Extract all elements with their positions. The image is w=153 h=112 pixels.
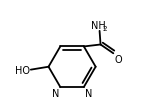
Text: O: O <box>115 54 122 64</box>
Text: HO: HO <box>15 65 30 75</box>
Text: 2: 2 <box>103 26 107 32</box>
Text: N: N <box>52 89 59 99</box>
Text: N: N <box>85 88 93 98</box>
Text: NH: NH <box>91 21 106 31</box>
